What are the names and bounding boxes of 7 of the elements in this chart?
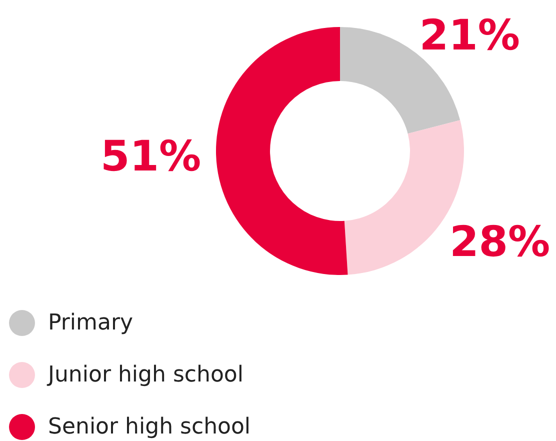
- data-label: 28%: [450, 217, 550, 266]
- data-label: 51%: [100, 131, 202, 180]
- legend-label: Primary: [48, 310, 134, 336]
- donut-slice: [216, 27, 348, 275]
- legend-label: Senior high school: [48, 414, 251, 440]
- data-label: 21%: [419, 10, 520, 60]
- legend-label: Junior high school: [46, 362, 244, 388]
